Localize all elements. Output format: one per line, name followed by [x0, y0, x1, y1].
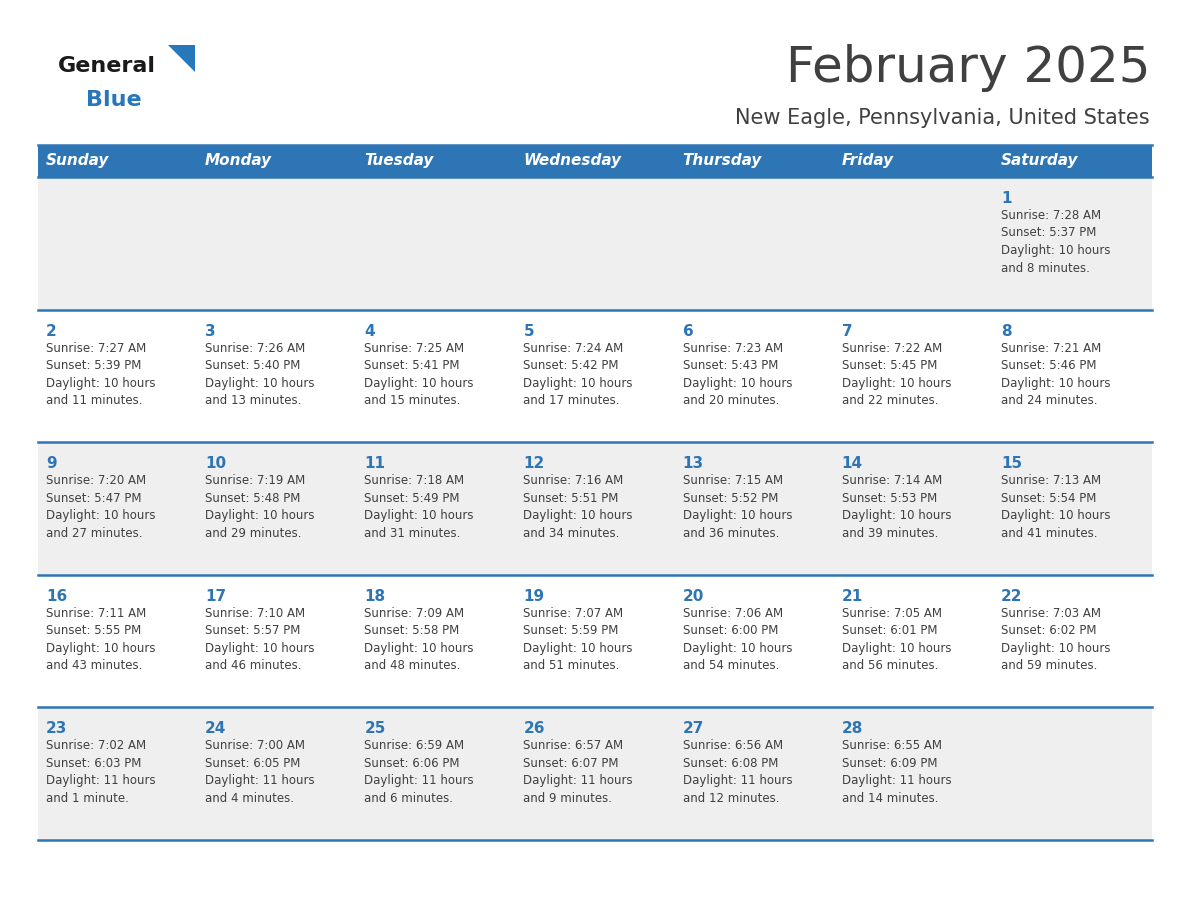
Text: Blue: Blue — [86, 90, 141, 110]
Text: Sunrise: 7:02 AM
Sunset: 6:03 PM
Daylight: 11 hours
and 1 minute.: Sunrise: 7:02 AM Sunset: 6:03 PM Dayligh… — [46, 739, 156, 805]
Text: Sunrise: 6:55 AM
Sunset: 6:09 PM
Daylight: 11 hours
and 14 minutes.: Sunrise: 6:55 AM Sunset: 6:09 PM Dayligh… — [842, 739, 952, 805]
Text: 6: 6 — [683, 324, 694, 339]
Text: 12: 12 — [524, 456, 544, 471]
Text: Saturday: Saturday — [1000, 153, 1079, 169]
Text: 14: 14 — [842, 456, 862, 471]
Bar — [38, 575, 1152, 708]
Text: 7: 7 — [842, 324, 852, 339]
Text: 9: 9 — [46, 456, 57, 471]
Text: New Eagle, Pennsylvania, United States: New Eagle, Pennsylvania, United States — [735, 108, 1150, 128]
Text: Sunrise: 7:23 AM
Sunset: 5:43 PM
Daylight: 10 hours
and 20 minutes.: Sunrise: 7:23 AM Sunset: 5:43 PM Dayligh… — [683, 341, 792, 407]
Text: 8: 8 — [1000, 324, 1011, 339]
Text: 26: 26 — [524, 722, 545, 736]
Text: 2: 2 — [46, 324, 57, 339]
Text: 23: 23 — [46, 722, 68, 736]
Text: Sunrise: 6:57 AM
Sunset: 6:07 PM
Daylight: 11 hours
and 9 minutes.: Sunrise: 6:57 AM Sunset: 6:07 PM Dayligh… — [524, 739, 633, 805]
Text: 19: 19 — [524, 588, 544, 604]
Bar — [38, 442, 1152, 575]
Text: Sunrise: 7:24 AM
Sunset: 5:42 PM
Daylight: 10 hours
and 17 minutes.: Sunrise: 7:24 AM Sunset: 5:42 PM Dayligh… — [524, 341, 633, 407]
Text: Sunrise: 7:15 AM
Sunset: 5:52 PM
Daylight: 10 hours
and 36 minutes.: Sunrise: 7:15 AM Sunset: 5:52 PM Dayligh… — [683, 475, 792, 540]
Text: 1: 1 — [1000, 191, 1011, 206]
Bar — [38, 708, 1152, 840]
Text: Sunrise: 6:59 AM
Sunset: 6:06 PM
Daylight: 11 hours
and 6 minutes.: Sunrise: 6:59 AM Sunset: 6:06 PM Dayligh… — [365, 739, 474, 805]
Text: 16: 16 — [46, 588, 68, 604]
Text: Sunrise: 7:10 AM
Sunset: 5:57 PM
Daylight: 10 hours
and 46 minutes.: Sunrise: 7:10 AM Sunset: 5:57 PM Dayligh… — [206, 607, 315, 672]
Text: 4: 4 — [365, 324, 375, 339]
Text: Sunrise: 7:11 AM
Sunset: 5:55 PM
Daylight: 10 hours
and 43 minutes.: Sunrise: 7:11 AM Sunset: 5:55 PM Dayligh… — [46, 607, 156, 672]
Text: Monday: Monday — [206, 153, 272, 169]
Text: Sunrise: 7:16 AM
Sunset: 5:51 PM
Daylight: 10 hours
and 34 minutes.: Sunrise: 7:16 AM Sunset: 5:51 PM Dayligh… — [524, 475, 633, 540]
Bar — [38, 145, 1152, 177]
Text: 28: 28 — [842, 722, 864, 736]
Text: 10: 10 — [206, 456, 226, 471]
Text: 15: 15 — [1000, 456, 1022, 471]
Text: 18: 18 — [365, 588, 385, 604]
Text: Sunrise: 7:03 AM
Sunset: 6:02 PM
Daylight: 10 hours
and 59 minutes.: Sunrise: 7:03 AM Sunset: 6:02 PM Dayligh… — [1000, 607, 1111, 672]
Text: 21: 21 — [842, 588, 862, 604]
Text: Sunrise: 7:28 AM
Sunset: 5:37 PM
Daylight: 10 hours
and 8 minutes.: Sunrise: 7:28 AM Sunset: 5:37 PM Dayligh… — [1000, 209, 1111, 274]
Text: Sunrise: 7:07 AM
Sunset: 5:59 PM
Daylight: 10 hours
and 51 minutes.: Sunrise: 7:07 AM Sunset: 5:59 PM Dayligh… — [524, 607, 633, 672]
Polygon shape — [168, 45, 195, 72]
Text: General: General — [58, 56, 156, 76]
Text: Friday: Friday — [842, 153, 893, 169]
Text: 5: 5 — [524, 324, 535, 339]
Text: Thursday: Thursday — [683, 153, 762, 169]
Bar — [38, 309, 1152, 442]
Text: Sunrise: 7:27 AM
Sunset: 5:39 PM
Daylight: 10 hours
and 11 minutes.: Sunrise: 7:27 AM Sunset: 5:39 PM Dayligh… — [46, 341, 156, 407]
Text: Sunrise: 7:25 AM
Sunset: 5:41 PM
Daylight: 10 hours
and 15 minutes.: Sunrise: 7:25 AM Sunset: 5:41 PM Dayligh… — [365, 341, 474, 407]
Text: Sunrise: 7:14 AM
Sunset: 5:53 PM
Daylight: 10 hours
and 39 minutes.: Sunrise: 7:14 AM Sunset: 5:53 PM Dayligh… — [842, 475, 952, 540]
Text: 22: 22 — [1000, 588, 1023, 604]
Text: Sunrise: 7:09 AM
Sunset: 5:58 PM
Daylight: 10 hours
and 48 minutes.: Sunrise: 7:09 AM Sunset: 5:58 PM Dayligh… — [365, 607, 474, 672]
Text: Sunrise: 7:20 AM
Sunset: 5:47 PM
Daylight: 10 hours
and 27 minutes.: Sunrise: 7:20 AM Sunset: 5:47 PM Dayligh… — [46, 475, 156, 540]
Text: 17: 17 — [206, 588, 226, 604]
Text: Sunday: Sunday — [46, 153, 109, 169]
Text: 3: 3 — [206, 324, 216, 339]
Text: Sunrise: 6:56 AM
Sunset: 6:08 PM
Daylight: 11 hours
and 12 minutes.: Sunrise: 6:56 AM Sunset: 6:08 PM Dayligh… — [683, 739, 792, 805]
Text: 27: 27 — [683, 722, 704, 736]
Text: Sunrise: 7:22 AM
Sunset: 5:45 PM
Daylight: 10 hours
and 22 minutes.: Sunrise: 7:22 AM Sunset: 5:45 PM Dayligh… — [842, 341, 952, 407]
Bar — [38, 177, 1152, 309]
Text: Sunrise: 7:26 AM
Sunset: 5:40 PM
Daylight: 10 hours
and 13 minutes.: Sunrise: 7:26 AM Sunset: 5:40 PM Dayligh… — [206, 341, 315, 407]
Text: 25: 25 — [365, 722, 386, 736]
Text: Sunrise: 7:06 AM
Sunset: 6:00 PM
Daylight: 10 hours
and 54 minutes.: Sunrise: 7:06 AM Sunset: 6:00 PM Dayligh… — [683, 607, 792, 672]
Text: Sunrise: 7:05 AM
Sunset: 6:01 PM
Daylight: 10 hours
and 56 minutes.: Sunrise: 7:05 AM Sunset: 6:01 PM Dayligh… — [842, 607, 952, 672]
Text: Sunrise: 7:21 AM
Sunset: 5:46 PM
Daylight: 10 hours
and 24 minutes.: Sunrise: 7:21 AM Sunset: 5:46 PM Dayligh… — [1000, 341, 1111, 407]
Text: Sunrise: 7:13 AM
Sunset: 5:54 PM
Daylight: 10 hours
and 41 minutes.: Sunrise: 7:13 AM Sunset: 5:54 PM Dayligh… — [1000, 475, 1111, 540]
Text: 24: 24 — [206, 722, 227, 736]
Text: 20: 20 — [683, 588, 704, 604]
Text: Tuesday: Tuesday — [365, 153, 434, 169]
Text: Sunrise: 7:18 AM
Sunset: 5:49 PM
Daylight: 10 hours
and 31 minutes.: Sunrise: 7:18 AM Sunset: 5:49 PM Dayligh… — [365, 475, 474, 540]
Text: February 2025: February 2025 — [785, 44, 1150, 92]
Text: 13: 13 — [683, 456, 703, 471]
Text: Sunrise: 7:19 AM
Sunset: 5:48 PM
Daylight: 10 hours
and 29 minutes.: Sunrise: 7:19 AM Sunset: 5:48 PM Dayligh… — [206, 475, 315, 540]
Text: Sunrise: 7:00 AM
Sunset: 6:05 PM
Daylight: 11 hours
and 4 minutes.: Sunrise: 7:00 AM Sunset: 6:05 PM Dayligh… — [206, 739, 315, 805]
Text: Wednesday: Wednesday — [524, 153, 621, 169]
Text: 11: 11 — [365, 456, 385, 471]
